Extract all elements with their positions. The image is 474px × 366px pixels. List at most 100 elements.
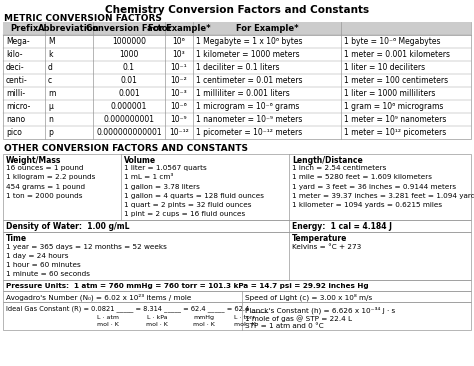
Bar xyxy=(3,280,471,291)
Text: n: n xyxy=(48,115,53,124)
Text: 0.01: 0.01 xyxy=(120,76,137,85)
Text: deci-: deci- xyxy=(6,63,25,72)
Text: Chemistry Conversion Factors and Constants: Chemistry Conversion Factors and Constan… xyxy=(105,5,369,15)
Text: 0.000001: 0.000001 xyxy=(111,102,147,111)
Text: Temperature: Temperature xyxy=(292,234,347,243)
Text: 1 nanometer = 10⁻⁹ meters: 1 nanometer = 10⁻⁹ meters xyxy=(196,115,302,124)
Text: kilo-: kilo- xyxy=(6,50,22,59)
Text: Length/Distance: Length/Distance xyxy=(292,156,363,165)
Text: 1 minute = 60 seconds: 1 minute = 60 seconds xyxy=(6,271,90,277)
Text: 1 liter = 1.0567 quarts: 1 liter = 1.0567 quarts xyxy=(124,165,207,171)
Text: Energy:  1 cal = 4.184 J: Energy: 1 cal = 4.184 J xyxy=(292,222,392,231)
Text: OTHER CONVERSION FACTORS AND CONSTANTS: OTHER CONVERSION FACTORS AND CONSTANTS xyxy=(4,144,248,153)
Bar xyxy=(3,22,471,35)
Text: 1 gallon = 4 quarts = 128 fluid ounces: 1 gallon = 4 quarts = 128 fluid ounces xyxy=(124,193,264,199)
Text: For Example*: For Example* xyxy=(148,24,210,33)
Text: milli-: milli- xyxy=(6,89,25,98)
Text: mol · K: mol · K xyxy=(193,322,215,328)
Text: micro-: micro- xyxy=(6,102,30,111)
Bar xyxy=(3,154,471,220)
Text: 1 hour = 60 minutes: 1 hour = 60 minutes xyxy=(6,262,81,268)
Bar xyxy=(3,291,471,302)
Text: 1 centimeter = 0.01 meters: 1 centimeter = 0.01 meters xyxy=(196,76,302,85)
Text: 1 meter = 39.37 inches = 3.281 feet = 1.094 yards: 1 meter = 39.37 inches = 3.281 feet = 1.… xyxy=(292,193,474,199)
Text: 1 mole of gas @ STP = 22.4 L: 1 mole of gas @ STP = 22.4 L xyxy=(245,315,352,322)
Text: 1 mL = 1 cm³: 1 mL = 1 cm³ xyxy=(124,175,173,180)
Text: 1 meter = 10⁹ nanometers: 1 meter = 10⁹ nanometers xyxy=(344,115,447,124)
Text: 454 grams = 1 pound: 454 grams = 1 pound xyxy=(6,184,85,190)
Text: 1000: 1000 xyxy=(119,50,139,59)
Text: L · kPa: L · kPa xyxy=(147,315,167,320)
Bar xyxy=(3,22,471,139)
Text: 1 inch = 2.54 centimeters: 1 inch = 2.54 centimeters xyxy=(292,165,386,171)
Text: Weight/Mass: Weight/Mass xyxy=(6,156,61,165)
Text: mmHg: mmHg xyxy=(193,315,215,320)
Text: 1 liter = 10 deciliters: 1 liter = 10 deciliters xyxy=(344,63,425,72)
Text: 0.1: 0.1 xyxy=(123,63,135,72)
Text: Abbreviation: Abbreviation xyxy=(38,24,100,33)
Text: 1 gram = 10⁶ micrograms: 1 gram = 10⁶ micrograms xyxy=(344,102,443,111)
Text: 1 ton = 2000 pounds: 1 ton = 2000 pounds xyxy=(6,193,82,199)
Text: mol · K: mol · K xyxy=(234,322,256,328)
Text: pico: pico xyxy=(6,128,22,137)
Text: M: M xyxy=(48,37,55,46)
Text: 1 picometer = 10⁻¹² meters: 1 picometer = 10⁻¹² meters xyxy=(196,128,302,137)
Text: 1 day = 24 hours: 1 day = 24 hours xyxy=(6,253,69,259)
Text: L · torr: L · torr xyxy=(235,315,255,320)
Text: 1 meter = 0.001 kilometers: 1 meter = 0.001 kilometers xyxy=(344,50,450,59)
Text: 1 Megabyte = 1 x 10⁶ bytes: 1 Megabyte = 1 x 10⁶ bytes xyxy=(196,37,302,46)
Text: 1 gallon = 3.78 liters: 1 gallon = 3.78 liters xyxy=(124,184,200,190)
Text: Volume: Volume xyxy=(124,156,156,165)
Text: 1000000: 1000000 xyxy=(112,37,146,46)
Text: mol · K: mol · K xyxy=(97,322,119,328)
Text: Prefix: Prefix xyxy=(10,24,38,33)
Text: 0.000000000001: 0.000000000001 xyxy=(96,128,162,137)
Text: 10⁻⁹: 10⁻⁹ xyxy=(171,115,187,124)
Text: m: m xyxy=(48,89,55,98)
Text: c: c xyxy=(48,76,52,85)
Text: 10⁻¹²: 10⁻¹² xyxy=(169,128,189,137)
Text: STP = 1 atm and 0 °C: STP = 1 atm and 0 °C xyxy=(245,324,324,329)
Text: 1 milliliter = 0.001 liters: 1 milliliter = 0.001 liters xyxy=(196,89,290,98)
Text: 1 year = 365 days = 12 months = 52 weeks: 1 year = 365 days = 12 months = 52 weeks xyxy=(6,244,167,250)
Text: Avogadro's Number (N₀) = 6.02 x 10²³ items / mole: Avogadro's Number (N₀) = 6.02 x 10²³ ite… xyxy=(6,293,191,300)
Text: 1 quart = 2 pints = 32 fluid ounces: 1 quart = 2 pints = 32 fluid ounces xyxy=(124,202,252,208)
Text: 1 mile = 5280 feet = 1.609 kilometers: 1 mile = 5280 feet = 1.609 kilometers xyxy=(292,175,432,180)
Text: 10⁻⁶: 10⁻⁶ xyxy=(171,102,187,111)
Text: 1 meter = 100 centimeters: 1 meter = 100 centimeters xyxy=(344,76,448,85)
Text: Pressure Units:  1 atm = 760 mmHg = 760 torr = 101.3 kPa = 14.7 psi = 29.92 inch: Pressure Units: 1 atm = 760 mmHg = 760 t… xyxy=(6,283,369,289)
Text: 10⁻¹: 10⁻¹ xyxy=(171,63,187,72)
Text: 1 yard = 3 feet = 36 inches = 0.9144 meters: 1 yard = 3 feet = 36 inches = 0.9144 met… xyxy=(292,184,456,190)
Text: Conversion Factor: Conversion Factor xyxy=(86,24,172,33)
Bar xyxy=(3,302,471,330)
Text: 10⁻³: 10⁻³ xyxy=(171,89,187,98)
Text: 1 liter = 1000 milliliters: 1 liter = 1000 milliliters xyxy=(344,89,436,98)
Text: 1 microgram = 10⁻⁶ grams: 1 microgram = 10⁻⁶ grams xyxy=(196,102,300,111)
Text: Ideal Gas Constant (R) = 0.0821 _____ = 8.314 _____ = 62.4 _____ = 62.4 _____: Ideal Gas Constant (R) = 0.0821 _____ = … xyxy=(6,305,268,312)
Text: 10³: 10³ xyxy=(173,50,185,59)
Text: 1 kilometer = 1000 meters: 1 kilometer = 1000 meters xyxy=(196,50,300,59)
Text: 1 kilometer = 1094 yards = 0.6215 miles: 1 kilometer = 1094 yards = 0.6215 miles xyxy=(292,202,442,208)
Text: METRIC CONVERSION FACTORS: METRIC CONVERSION FACTORS xyxy=(4,14,162,23)
Text: Density of Water:  1.00 g/mL: Density of Water: 1.00 g/mL xyxy=(6,222,129,231)
Text: 10⁻²: 10⁻² xyxy=(171,76,187,85)
Text: μ: μ xyxy=(48,102,53,111)
Text: centi-: centi- xyxy=(6,76,28,85)
Text: mol · K: mol · K xyxy=(146,322,168,328)
Text: For Example*: For Example* xyxy=(236,24,298,33)
Text: L · atm: L · atm xyxy=(97,315,119,320)
Bar xyxy=(3,232,471,280)
Text: 0.001: 0.001 xyxy=(118,89,140,98)
Text: 1 deciliter = 0.1 liters: 1 deciliter = 0.1 liters xyxy=(196,63,280,72)
Text: 10⁶: 10⁶ xyxy=(173,37,185,46)
Text: Time: Time xyxy=(6,234,27,243)
Text: Mega-: Mega- xyxy=(6,37,29,46)
Text: Speed of Light (c) = 3.00 x 10⁸ m/s: Speed of Light (c) = 3.00 x 10⁸ m/s xyxy=(245,293,372,300)
Text: nano: nano xyxy=(6,115,25,124)
Text: 1 pint = 2 cups = 16 fluid ounces: 1 pint = 2 cups = 16 fluid ounces xyxy=(124,211,245,217)
Text: 16 ounces = 1 pound: 16 ounces = 1 pound xyxy=(6,165,83,171)
Text: 0.000000001: 0.000000001 xyxy=(103,115,155,124)
Text: k: k xyxy=(48,50,53,59)
Text: 1 kilogram = 2.2 pounds: 1 kilogram = 2.2 pounds xyxy=(6,175,95,180)
Bar xyxy=(3,220,471,232)
